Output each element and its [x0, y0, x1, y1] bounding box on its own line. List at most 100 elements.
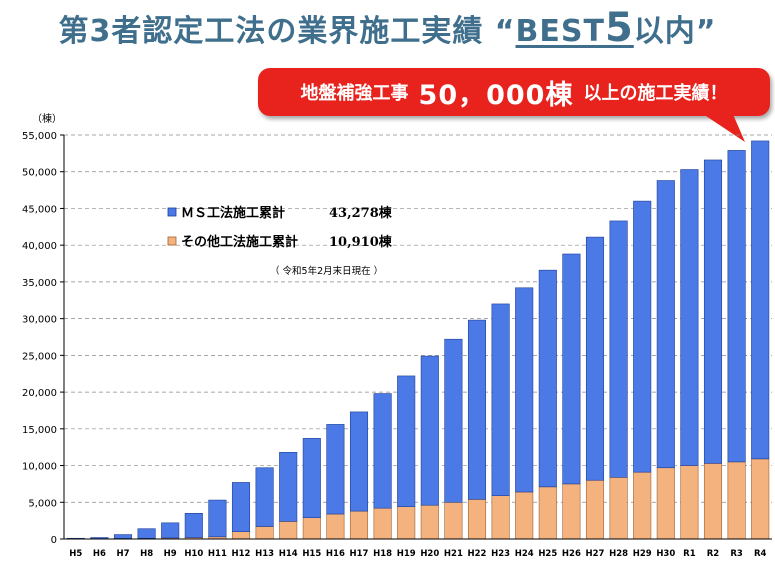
legend-label-other: その他工法施工累計: [181, 234, 298, 250]
x-tick-label: H6: [93, 549, 106, 559]
bar-segment-ms: [397, 375, 416, 507]
x-tick-label: H30: [656, 549, 675, 559]
bar-segment-other: [491, 495, 510, 540]
legend-value-ms: 43,278棟: [329, 205, 393, 221]
bar-segment-other: [562, 483, 581, 540]
y-tick-label: 20,000: [22, 388, 57, 399]
legend-note: （ 令和5年2月末日現在 ）: [270, 265, 383, 277]
x-tick-label: H12: [232, 549, 251, 559]
bar-segment-ms: [137, 528, 156, 539]
legend-swatch-ms: [167, 207, 177, 217]
bar-segment-ms: [184, 512, 203, 538]
y-tick-label: 0: [51, 535, 57, 546]
x-tick-label: H27: [586, 549, 605, 559]
bar-segment-other: [467, 499, 487, 540]
y-tick-label: 30,000: [22, 315, 57, 326]
x-tick-label: H24: [515, 549, 534, 559]
bar-segment-other: [373, 507, 392, 540]
bar-segment-ms: [208, 499, 227, 538]
bar-segment-other: [349, 510, 369, 540]
y-tick-label: 50,000: [22, 168, 57, 179]
x-tick-label: H15: [302, 549, 321, 559]
x-tick-label: H20: [420, 549, 439, 559]
bar-segment-ms: [373, 393, 392, 509]
bar-segment-other: [420, 504, 439, 540]
x-tick-label: H19: [397, 549, 416, 559]
x-tick-label: H16: [326, 549, 345, 559]
x-tick-label: H7: [116, 549, 129, 559]
bar-segment-ms: [467, 319, 487, 500]
bar-segment-other: [255, 526, 274, 540]
x-tick-label: H29: [633, 549, 652, 559]
bar-segment-other: [231, 531, 251, 540]
legend-swatch-other: [167, 236, 177, 246]
y-tick-label: 35,000: [22, 278, 57, 289]
bar-segment-ms: [349, 411, 369, 512]
page-title: 第3者認定工法の業界施工実績 “BEST5以内”: [58, 5, 717, 51]
bars: [66, 140, 770, 540]
bar-segment-ms: [656, 180, 675, 469]
bar-segment-other: [609, 476, 628, 540]
x-tick-label: H28: [609, 549, 628, 559]
callout-pointer: [700, 112, 745, 142]
bar-segment-ms: [633, 200, 652, 473]
y-tick-label: 55,000: [22, 131, 57, 142]
callout-banner: 地盤補強工事 50，000棟 以上の施工実績！: [258, 68, 770, 116]
bar-segment-ms: [538, 269, 557, 488]
x-tick-label: H5: [69, 549, 82, 559]
x-tick-label: R1: [683, 549, 696, 559]
y-tick-label: 45,000: [22, 204, 57, 215]
legend-value-other: 10,910棟: [329, 234, 393, 250]
bar-segment-ms: [703, 159, 723, 464]
x-tick-label: R3: [730, 549, 743, 559]
gridlines: [64, 134, 772, 503]
bar-segment-ms: [491, 303, 510, 496]
x-tick-label: H10: [184, 549, 203, 559]
bar-segment-ms: [279, 452, 298, 522]
x-tick-label: H8: [140, 549, 153, 559]
bar-segment-other: [326, 513, 345, 540]
bar-segment-ms: [255, 467, 274, 527]
callout-prefix: 地盤補強工事: [300, 83, 409, 104]
legend: ＭＳ工法施工累計 43,278棟 その他工法施工累計 10,910棟 （ 令和5…: [167, 205, 393, 277]
bar-segment-other: [397, 506, 416, 540]
bar-segment-ms: [562, 253, 581, 485]
legend-label-ms: ＭＳ工法施工累計: [181, 205, 285, 221]
bar-segment-other: [444, 501, 463, 540]
y-unit-label: （棟）: [32, 112, 62, 125]
bar-segment-other: [680, 465, 699, 540]
x-tick-label: R2: [707, 549, 720, 559]
x-tick-label: H14: [279, 549, 298, 559]
x-tick-label: H25: [538, 549, 557, 559]
bar-segment-ms: [727, 150, 746, 463]
bar-segment-ms: [444, 338, 463, 503]
y-tick-label: 5,000: [28, 498, 57, 509]
bar-segment-other: [656, 467, 675, 540]
bar-segment-other: [302, 517, 321, 540]
bar-segment-other: [279, 521, 298, 540]
bar-segment-other: [751, 458, 770, 540]
bar-segment-other: [585, 479, 605, 540]
x-tick-label: H11: [208, 549, 227, 559]
callout-suffix: 以上の施工実績！: [583, 83, 728, 104]
title-best: BEST5: [515, 5, 634, 51]
bar-segment-other: [515, 491, 534, 540]
y-axis: 0 5,000 10,000 15,000 20,000 25,000 30,000 35,0…: [22, 131, 65, 546]
x-tick-label: H18: [373, 549, 392, 559]
bar-segment-ms: [585, 236, 605, 481]
y-tick-label: 40,000: [22, 241, 57, 252]
bar-segment-ms: [90, 537, 109, 539]
x-tick-label: H17: [350, 549, 369, 559]
x-tick-label: H23: [491, 549, 510, 559]
x-tick-label: H13: [255, 549, 274, 559]
callout-number: 50，000棟: [418, 79, 574, 111]
bar-segment-ms: [302, 438, 321, 518]
x-tick-label: H9: [164, 549, 177, 559]
bar-segment-ms: [680, 169, 699, 466]
bar-segment-ms: [113, 534, 133, 539]
x-tick-label: H21: [444, 549, 463, 559]
bar-segment-other: [633, 471, 652, 540]
x-tick-label: H22: [468, 549, 487, 559]
bar-segment-ms: [326, 424, 345, 515]
bar-segment-ms: [609, 220, 628, 478]
